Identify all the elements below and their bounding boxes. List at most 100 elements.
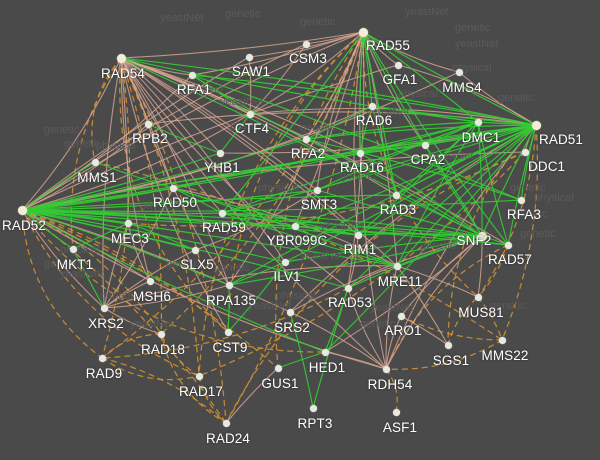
edge-genetic[interactable]	[477, 296, 503, 341]
edge-coexpression[interactable]	[21, 138, 307, 211]
edge-coexpression[interactable]	[359, 105, 373, 154]
edge-genetic[interactable]	[120, 57, 227, 424]
edge-physical[interactable]	[347, 31, 365, 289]
edge-genetic[interactable]	[21, 209, 326, 353]
edge-physical[interactable]	[294, 31, 364, 227]
graph-node-rad54[interactable]	[116, 53, 126, 63]
edge-coexpression[interactable]	[289, 311, 314, 409]
edge-genetic[interactable]	[127, 151, 526, 227]
edge-coexpression[interactable]	[362, 31, 483, 237]
graph-node-rad50[interactable]	[169, 184, 177, 192]
graph-node-rim1[interactable]	[354, 231, 362, 239]
edge-physical[interactable]	[21, 209, 291, 313]
edge-genetic[interactable]	[21, 209, 279, 369]
edge-coexpression[interactable]	[172, 187, 398, 267]
graph-node-hed1[interactable]	[321, 348, 329, 356]
graph-node-srs2[interactable]	[286, 308, 294, 316]
edge-coexpression[interactable]	[21, 209, 483, 237]
graph-node-mec3[interactable]	[124, 219, 132, 227]
edge-genetic[interactable]	[385, 339, 503, 370]
edge-physical[interactable]	[147, 123, 230, 286]
edge-coexpression[interactable]	[221, 212, 398, 267]
edge-coexpression[interactable]	[316, 189, 483, 237]
graph-node-csm3[interactable]	[302, 40, 310, 48]
edge-coexpression[interactable]	[477, 121, 483, 237]
edge-coexpression[interactable]	[477, 121, 509, 246]
edge-coexpression[interactable]	[362, 31, 537, 126]
edge-coexpression[interactable]	[191, 74, 251, 115]
edge-coexpression[interactable]	[371, 105, 537, 126]
edge-genetic[interactable]	[21, 209, 103, 359]
graph-node-rfa1[interactable]	[188, 71, 196, 79]
edge-physical[interactable]	[127, 222, 151, 282]
edge-coexpression[interactable]	[305, 105, 373, 140]
edge-coexpression[interactable]	[172, 187, 223, 214]
graph-node-mkt1[interactable]	[69, 245, 77, 253]
edge-coexpression[interactable]	[172, 124, 537, 189]
edge-coexpression[interactable]	[395, 194, 483, 237]
edge-genetic[interactable]	[198, 375, 227, 424]
edge-physical[interactable]	[324, 235, 483, 353]
graph-node-gus1[interactable]	[274, 364, 282, 372]
edge-coexpression[interactable]	[21, 209, 230, 286]
edge-coexpression[interactable]	[316, 124, 537, 191]
edge-physical[interactable]	[21, 56, 250, 211]
edge-coexpression[interactable]	[396, 121, 479, 267]
graph-node-mms1[interactable]	[91, 158, 99, 166]
graph-node-snf2[interactable]	[477, 231, 487, 241]
edge-coexpression[interactable]	[21, 152, 221, 211]
graph-node-gfa1[interactable]	[394, 61, 402, 69]
graph-node-rfa2[interactable]	[302, 135, 310, 143]
edge-coexpression[interactable]	[221, 31, 364, 214]
edge-coexpression[interactable]	[305, 121, 479, 140]
edge-genetic[interactable]	[101, 31, 364, 359]
edge-coexpression[interactable]	[221, 124, 537, 214]
edge-coexpression[interactable]	[147, 123, 221, 154]
edge-coexpression[interactable]	[191, 74, 522, 201]
edge-physical[interactable]	[385, 235, 483, 370]
edge-coexpression[interactable]	[347, 235, 483, 289]
edge-genetic[interactable]	[21, 209, 200, 377]
edge-coexpression[interactable]	[305, 138, 522, 201]
graph-node-ilv1[interactable]	[281, 258, 289, 266]
edge-coexpression[interactable]	[357, 124, 537, 236]
edge-coexpression[interactable]	[312, 287, 349, 409]
graph-node-rfa3[interactable]	[517, 196, 525, 204]
edge-coexpression[interactable]	[284, 124, 537, 263]
graph-node-rad9[interactable]	[98, 354, 106, 362]
edge-physical[interactable]	[249, 31, 364, 115]
edge-coexpression[interactable]	[357, 121, 479, 236]
edge-physical[interactable]	[289, 235, 483, 313]
edge-coexpression[interactable]	[227, 261, 286, 333]
edge-physical[interactable]	[324, 351, 387, 370]
edge-genetic[interactable]	[160, 333, 227, 424]
graph-node-smt3[interactable]	[313, 186, 321, 194]
edge-coexpression[interactable]	[221, 212, 296, 227]
edge-physical[interactable]	[120, 57, 349, 289]
graph-node-slx5[interactable]	[191, 246, 199, 254]
edge-physical[interactable]	[347, 234, 359, 289]
edge-genetic[interactable]	[385, 368, 398, 413]
edge-physical[interactable]	[249, 43, 307, 115]
edge-genetic[interactable]	[21, 209, 229, 333]
graph-node-yhb1[interactable]	[216, 149, 224, 157]
edge-physical[interactable]	[120, 31, 364, 59]
edge-physical[interactable]	[347, 265, 398, 289]
graph-node-rad16[interactable]	[356, 149, 364, 157]
graph-node-rad6[interactable]	[368, 102, 376, 110]
edge-physical[interactable]	[120, 57, 151, 282]
edge-coexpression[interactable]	[21, 199, 522, 212]
edge-coexpression[interactable]	[21, 152, 361, 211]
graph-node-ctf4[interactable]	[246, 110, 254, 118]
edge-physical[interactable]	[396, 265, 479, 298]
edge-coexpression[interactable]	[362, 31, 397, 196]
edge-coexpression[interactable]	[362, 31, 479, 123]
edge-coexpression[interactable]	[21, 209, 74, 250]
edge-physical[interactable]	[120, 57, 398, 267]
edge-genetic[interactable]	[101, 333, 162, 359]
edge-genetic[interactable]	[160, 333, 200, 377]
edge-coexpression[interactable]	[371, 105, 397, 196]
edge-physical[interactable]	[103, 284, 230, 309]
edge-physical[interactable]	[147, 111, 537, 126]
edge-coexpression[interactable]	[362, 31, 509, 246]
